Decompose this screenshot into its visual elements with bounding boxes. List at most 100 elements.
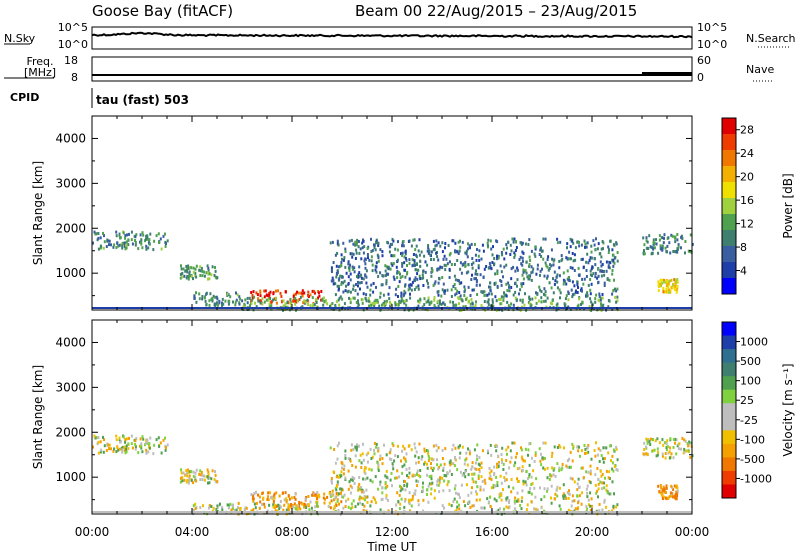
echo-cell <box>458 493 460 496</box>
echo-cell <box>462 472 465 476</box>
echo-cell <box>414 248 417 252</box>
echo-cell <box>334 461 337 465</box>
echo-cell <box>294 497 297 501</box>
echo-cell <box>231 507 234 511</box>
echo-cell <box>572 259 575 263</box>
echo-cell <box>315 492 318 496</box>
echo-cell <box>330 493 333 497</box>
echo-cell <box>337 509 340 513</box>
echo-cell <box>546 466 549 470</box>
ground-band-cell <box>664 511 666 513</box>
ground-band-cell <box>652 511 654 513</box>
ground-band-cell <box>520 511 522 513</box>
echo-cell <box>426 249 429 253</box>
echo-cell <box>339 475 342 479</box>
echo-cell <box>298 298 301 301</box>
echo-cell <box>390 254 393 258</box>
echo-cell <box>397 271 400 274</box>
echo-cell <box>570 288 573 292</box>
echo-cell <box>539 459 542 463</box>
echo-cell <box>677 247 679 251</box>
ground-band-cell <box>376 307 378 309</box>
echo-cell <box>336 251 339 255</box>
echo-cell <box>340 282 343 286</box>
station-title: Goose Bay (fitACF) <box>92 2 233 20</box>
echo-cell <box>514 249 517 252</box>
echo-cell <box>550 264 553 268</box>
echo-cell <box>234 300 237 304</box>
echo-cell <box>183 274 186 278</box>
echo-cell <box>208 303 211 307</box>
echo-cell <box>608 248 610 252</box>
echo-cell <box>125 243 128 247</box>
ground-band-cell <box>104 511 106 513</box>
echo-cell <box>595 237 597 241</box>
echo-cell <box>337 243 340 247</box>
echo-cell <box>616 287 619 291</box>
ground-band-cell <box>594 307 596 309</box>
echo-cell <box>286 301 289 305</box>
echo-cell <box>500 251 503 254</box>
ground-band-cell <box>94 307 96 309</box>
ground-band-cell <box>654 307 656 309</box>
echo-cell <box>592 239 595 243</box>
echo-cell <box>370 457 373 460</box>
echo-cell <box>105 449 108 452</box>
ground-band-cell <box>548 511 550 513</box>
echo-cell <box>554 492 557 496</box>
colorbar-swatch <box>722 470 736 485</box>
echo-cell <box>500 280 503 283</box>
echo-cell <box>362 497 365 501</box>
echo-cell <box>235 291 237 295</box>
ground-band-cell <box>406 307 408 309</box>
echo-cell <box>435 243 438 247</box>
echo-cell <box>245 506 248 510</box>
ground-band-cell <box>300 511 302 513</box>
echo-cell <box>424 260 427 264</box>
y-axis-title: Slant Range [km] <box>31 365 45 469</box>
echo-cell <box>353 266 356 270</box>
colorbar-swatch <box>722 376 736 391</box>
echo-cell <box>185 480 188 484</box>
echo-cell <box>272 298 275 302</box>
echo-cell <box>369 504 372 508</box>
echo-cell <box>459 444 461 448</box>
echo-cell <box>366 476 369 480</box>
echo-cell <box>509 243 512 247</box>
echo-cell <box>144 237 147 241</box>
ground-band-cell <box>130 307 132 309</box>
echo-cell <box>371 249 374 252</box>
ground-band-cell <box>236 511 238 513</box>
echo-cell <box>663 489 666 493</box>
echo-cell <box>672 250 675 253</box>
echo-cell <box>268 503 271 507</box>
echo-cell <box>594 300 597 304</box>
echo-cell <box>349 290 352 294</box>
echo-cell <box>600 454 603 457</box>
echo-cell <box>447 480 450 484</box>
echo-cell <box>208 504 211 507</box>
echo-cell <box>205 291 208 295</box>
echo-cell <box>494 281 497 285</box>
echo-cell <box>662 485 665 489</box>
echo-cell <box>293 496 296 499</box>
echo-cell <box>514 496 517 500</box>
echo-cell <box>665 448 668 452</box>
echo-cell <box>340 261 343 264</box>
echo-cell <box>465 252 468 256</box>
echo-cell <box>680 246 682 250</box>
echo-cell <box>463 290 466 294</box>
ground-band-cell <box>640 307 642 309</box>
echo-cell <box>476 443 479 447</box>
echo-cell <box>349 491 352 495</box>
ground-band-cell <box>404 511 406 513</box>
echo-cell <box>487 298 490 302</box>
ground-band-cell <box>628 511 630 513</box>
echo-cell <box>146 236 149 240</box>
ground-band-cell <box>108 307 110 309</box>
echo-cell <box>349 507 352 511</box>
echo-cell <box>409 296 412 300</box>
echo-cell <box>255 490 257 494</box>
echo-cell <box>385 265 388 269</box>
echo-cell <box>367 297 370 301</box>
